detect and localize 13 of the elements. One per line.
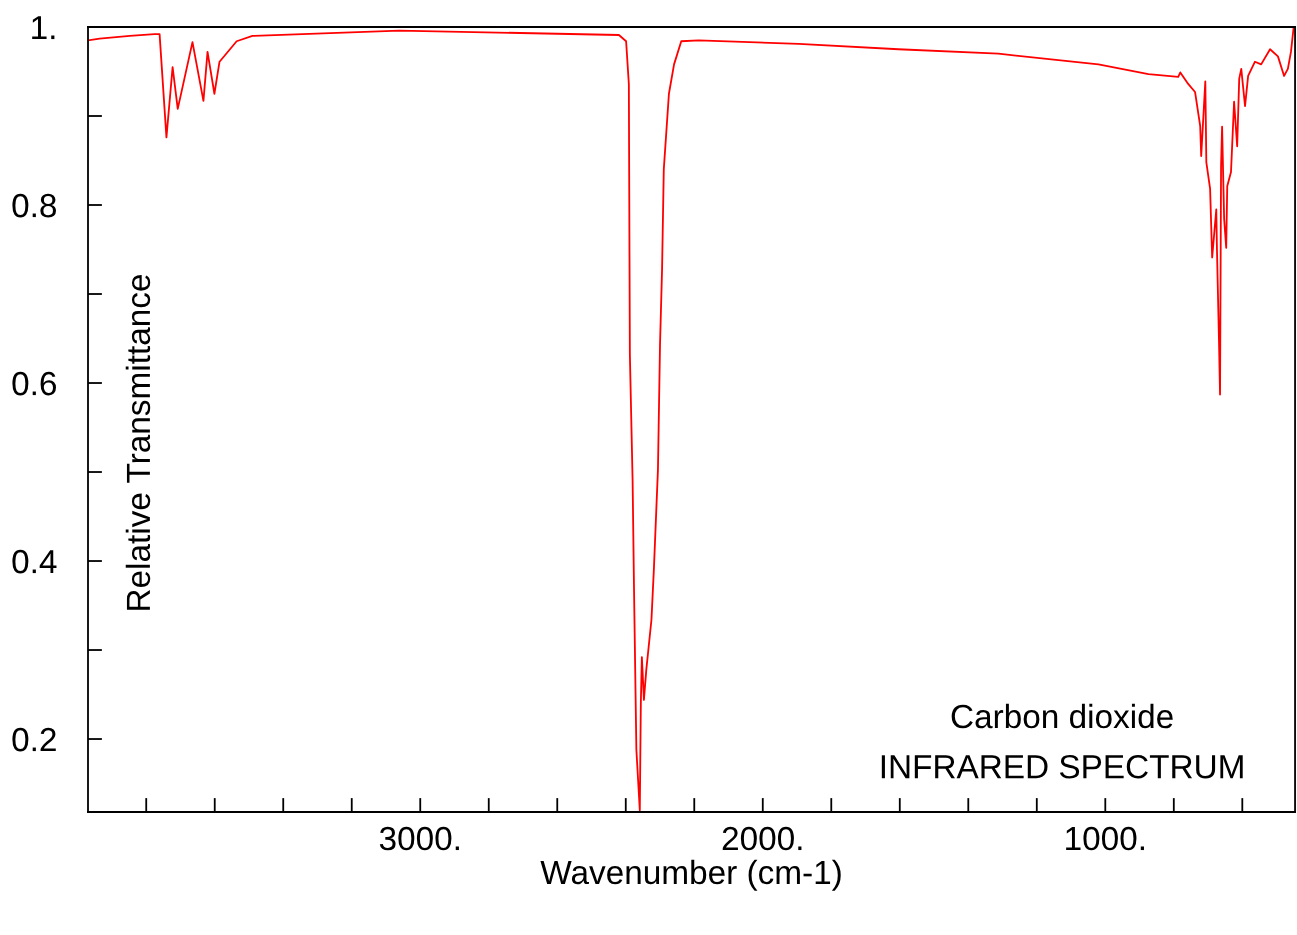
x-axis-title: Wavenumber (cm-1) <box>540 859 841 891</box>
y-tick-label: 0.8 <box>12 193 56 218</box>
x-tick-label: 3000. <box>379 826 459 851</box>
y-tick-label: 0.6 <box>12 371 56 396</box>
annotation: INFRARED SPECTRUM <box>881 754 1243 779</box>
y-tick-label: 0.4 <box>12 549 57 574</box>
line-series <box>88 27 1295 812</box>
x-tick-label: 1000. <box>1066 826 1144 851</box>
y-tick-label: 1. <box>32 16 55 40</box>
x-tick-label: 2000. <box>722 826 802 851</box>
y-axis-title: Relative Transmittance <box>125 275 151 610</box>
y-tick-label: 0.2 <box>12 727 56 752</box>
annotation: Carbon dioxide <box>951 703 1173 729</box>
